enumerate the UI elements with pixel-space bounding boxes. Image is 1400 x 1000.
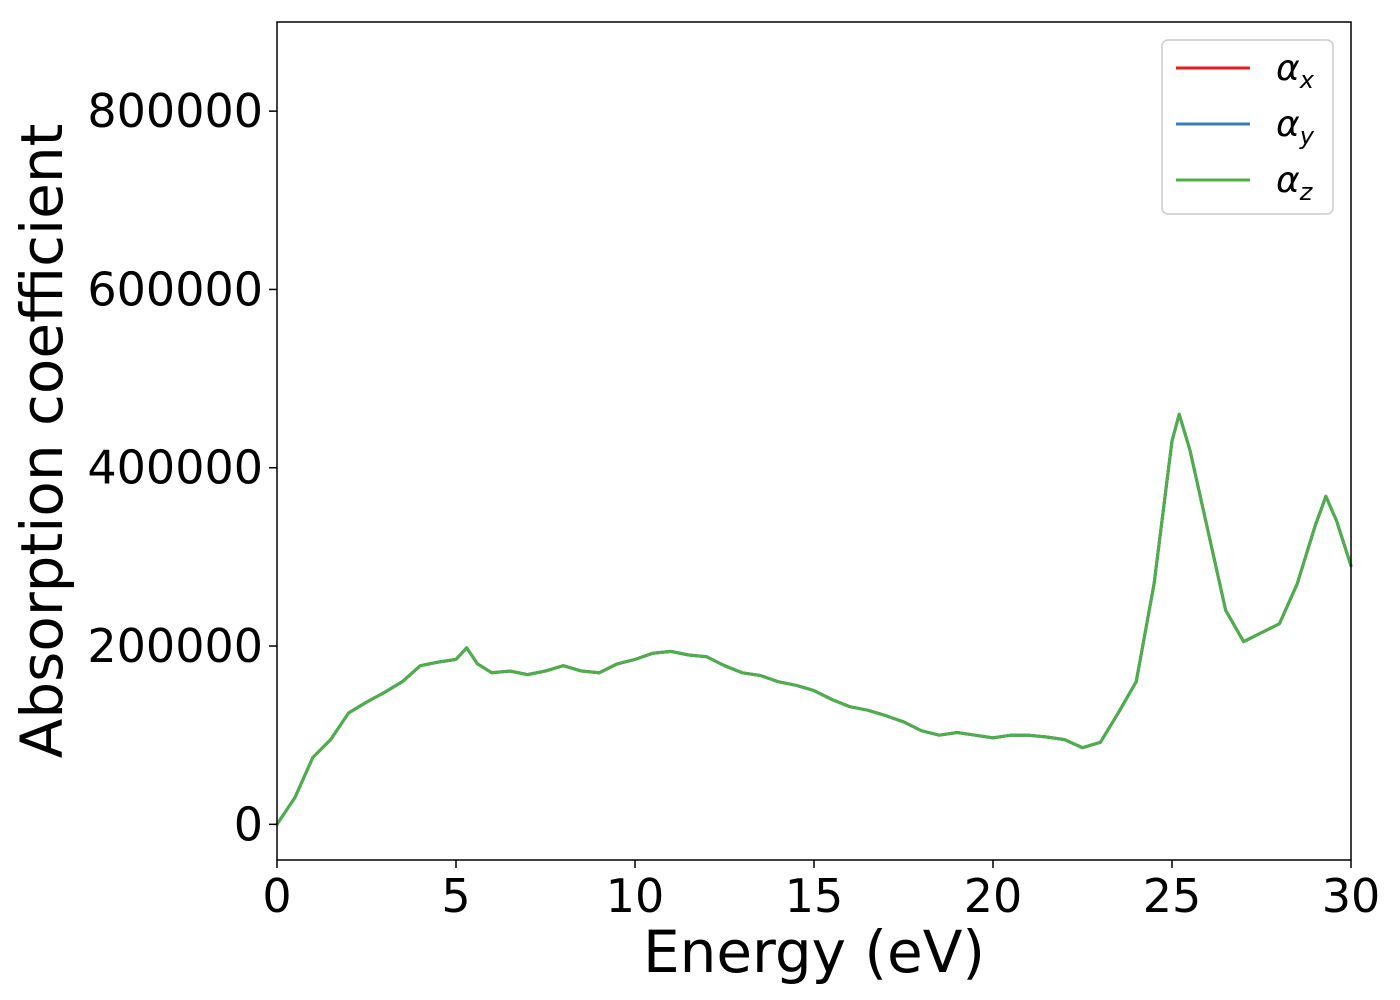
x-tick-label: 0 — [262, 869, 291, 923]
legend-label-x: αx — [1276, 48, 1315, 94]
legend-box — [1161, 39, 1334, 215]
y-tick-label: 0 — [234, 797, 263, 851]
x-axis-title: Energy (eV) — [643, 918, 985, 986]
x-axis: 0 5 10 15 20 25 30 — [262, 860, 1380, 923]
y-tick-label: 200000 — [87, 619, 263, 673]
x-tick-label: 30 — [1322, 869, 1381, 923]
series-layer — [275, 412, 1353, 826]
x-tick-label: 15 — [785, 869, 844, 923]
x-tick-label: 20 — [964, 869, 1023, 923]
y-tick-label: 600000 — [87, 262, 263, 316]
legend: αx αy αz — [1161, 39, 1334, 215]
x-tick-label: 5 — [441, 869, 470, 923]
legend-label-z: αz — [1276, 160, 1314, 206]
y-tick-label: 800000 — [87, 84, 263, 138]
y-axis: 0 200000 400000 600000 800000 — [87, 84, 277, 851]
y-tick-label: 400000 — [87, 441, 263, 495]
y-axis-title: Absorption coefficient — [8, 124, 76, 759]
x-tick-label: 25 — [1143, 869, 1202, 923]
series-line-z — [275, 412, 1353, 826]
x-tick-label: 10 — [606, 869, 665, 923]
legend-label-y: αy — [1276, 104, 1315, 150]
